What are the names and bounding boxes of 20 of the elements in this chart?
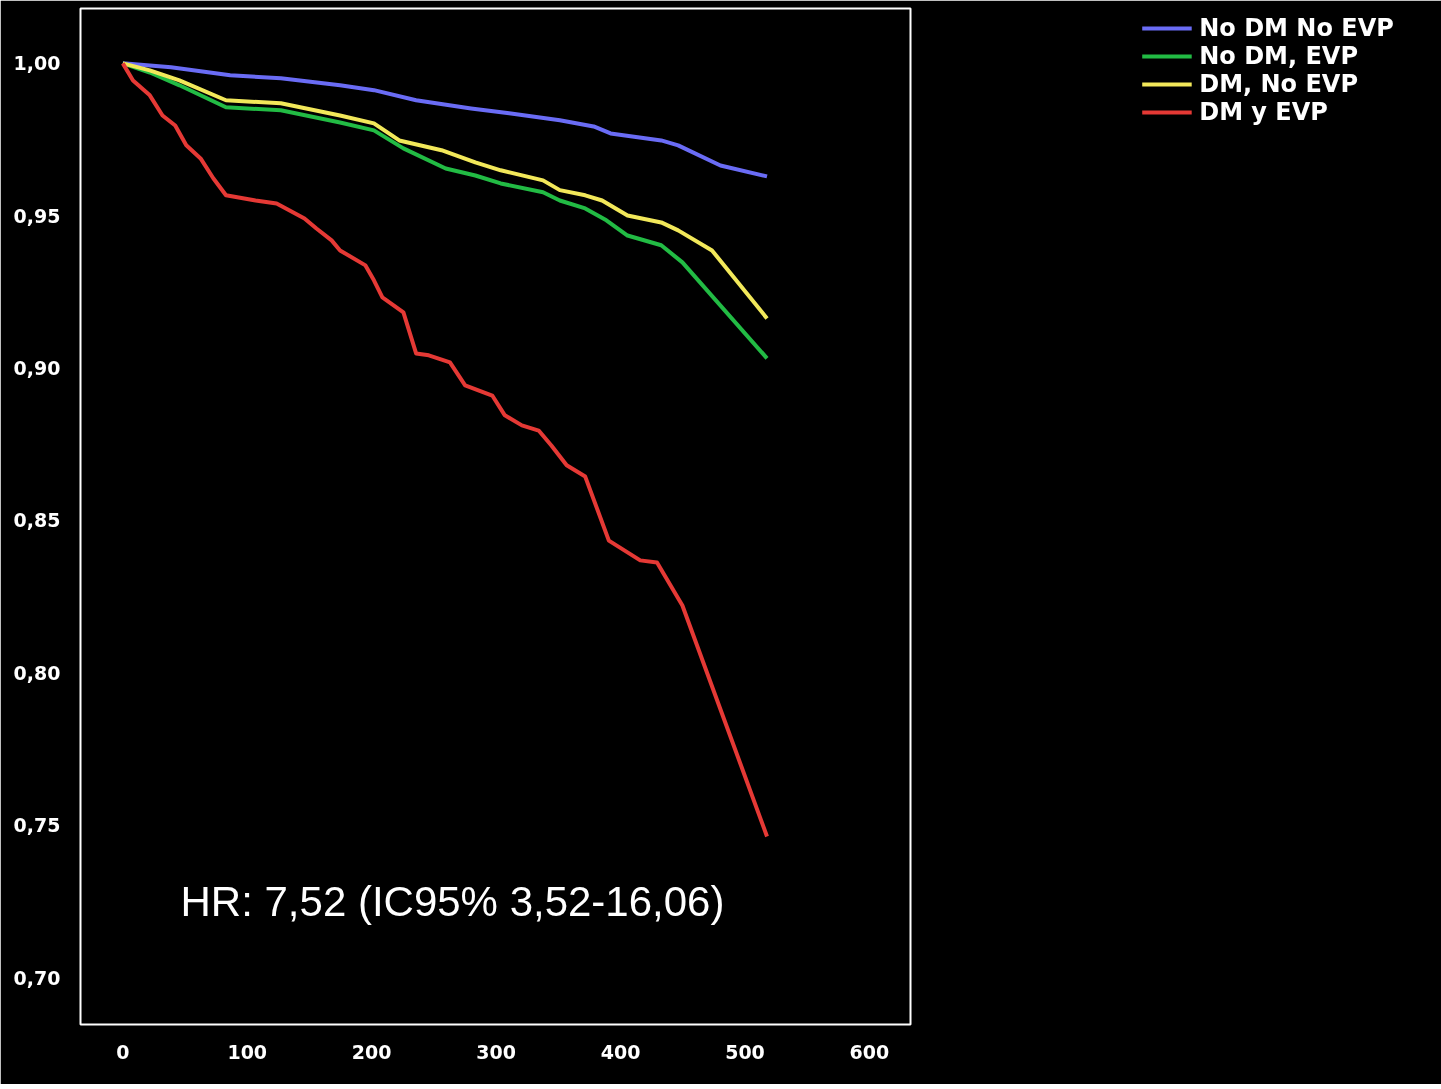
y-tick-label: 0,70 (13, 966, 61, 989)
legend-label: DM y EVP (1199, 98, 1328, 126)
x-tick-label: 200 (351, 1040, 392, 1063)
line-series (120, 61, 770, 839)
legend-label: No DM, EVP (1199, 42, 1358, 70)
x-tick-label: 500 (725, 1040, 765, 1063)
y-tick-label: 0,85 (13, 509, 61, 532)
y-tick-label: 0,90 (13, 357, 61, 380)
x-tick-label: 300 (476, 1040, 516, 1063)
legend-label: No DM No EVP (1199, 14, 1394, 42)
x-tick-label: 0 (116, 1040, 130, 1063)
y-tick-label: 1,00 (13, 52, 61, 75)
y-tick-label: 0,80 (13, 661, 61, 684)
annotation: HR: 7,52 (IC95% 3,52-16,06) (180, 877, 725, 925)
x-tick-label: 100 (227, 1040, 268, 1063)
y-tick-label: 0,75 (13, 814, 61, 837)
y-tick-label: 0,95 (13, 204, 61, 227)
x-tick-label: 600 (849, 1040, 890, 1063)
legend-label: DM, No EVP (1199, 70, 1358, 98)
x-tick-label: 400 (600, 1040, 641, 1063)
